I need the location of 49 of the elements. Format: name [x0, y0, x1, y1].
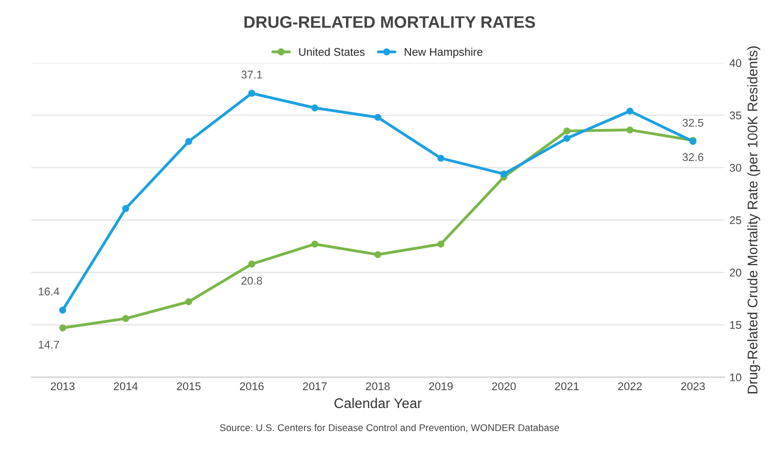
data-label: 32.6 [682, 153, 704, 162]
y-axis-title: Drug-Related Crude Mortality Rate (per 100K Residents) [747, 46, 760, 394]
point [374, 114, 382, 121]
y-tick-label: 40 [730, 59, 742, 67]
point [563, 127, 570, 134]
point [311, 104, 318, 112]
point [122, 315, 130, 322]
y-tick-label: 25 [730, 216, 742, 224]
x-tick-label: 2017 [302, 382, 327, 390]
data-label: 20.8 [242, 276, 262, 285]
point [59, 306, 66, 314]
x-tick-label: 2019 [429, 382, 453, 390]
point [437, 240, 444, 248]
x-tick-label: 2018 [366, 382, 390, 390]
y-tick-label: 15 [730, 321, 742, 329]
source-note: Source: U.S. Centers for Disease Control and Prevention, WONDER Database [220, 424, 560, 432]
point [248, 90, 256, 97]
x-tick-label: 2013 [50, 382, 75, 390]
data-label: 37.1 [241, 70, 262, 79]
point [122, 205, 130, 212]
point [500, 170, 508, 178]
point [248, 260, 256, 268]
point [563, 134, 570, 142]
point [59, 324, 66, 332]
point [185, 138, 192, 145]
data-label: 14.7 [38, 340, 60, 348]
point [374, 251, 382, 258]
y-tick-label: 30 [730, 164, 742, 172]
x-tick-label: 2021 [555, 382, 579, 390]
point [185, 298, 192, 306]
x-tick-label: 2023 [681, 382, 705, 390]
chart-title: DRUG-RELATED MORTALITY RATES [244, 16, 535, 28]
point [626, 108, 634, 115]
point [437, 154, 444, 162]
x-axis-title: Calendar Year [334, 398, 422, 408]
y-tick-label: 20 [730, 268, 742, 277]
x-tick-label: 2016 [240, 382, 264, 390]
x-tick-label: 2022 [618, 382, 642, 390]
legend-label: United States [299, 48, 365, 56]
x-tick-label: 2020 [492, 382, 516, 390]
y-tick-label: 10 [730, 373, 742, 382]
point [626, 126, 634, 134]
legend-label: New Hampshire [404, 48, 482, 58]
y-tick-label: 35 [730, 112, 742, 120]
x-tick-label: 2014 [114, 382, 138, 390]
point [311, 240, 318, 248]
data-label: 32.5 [682, 118, 704, 127]
data-label: 16.4 [38, 288, 60, 296]
x-tick-label: 2015 [176, 382, 201, 390]
